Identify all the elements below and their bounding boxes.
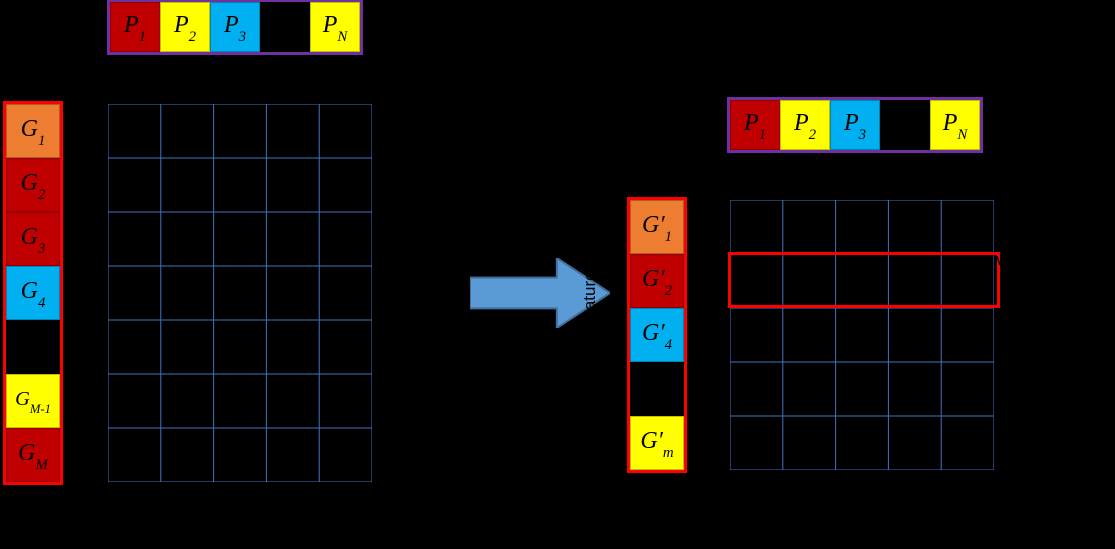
cell-label: G′m bbox=[640, 428, 673, 459]
cell-label: G′4 bbox=[642, 320, 672, 351]
gene-cell: G′1 bbox=[630, 200, 684, 254]
patient-cell: P3 bbox=[210, 2, 260, 52]
diagram-label: Patients bbox=[400, 27, 461, 47]
patient-cell: P1 bbox=[110, 2, 160, 52]
diagram-label: Patients bbox=[1010, 123, 1071, 143]
cell-label: P2 bbox=[174, 12, 196, 43]
left-matrix-title: E bbox=[230, 60, 250, 97]
gene-cell: G3 bbox=[6, 212, 60, 266]
patient-cell: P3 bbox=[830, 100, 880, 150]
cell-label: P1 bbox=[744, 110, 766, 141]
gene-cell: GM-1 bbox=[6, 374, 60, 428]
patient-cell: PN bbox=[310, 2, 360, 52]
cell-label: … bbox=[646, 376, 667, 403]
right-grid bbox=[730, 200, 994, 470]
cell-label: PN bbox=[323, 12, 348, 43]
gene-cell: G4 bbox=[6, 266, 60, 320]
patient-cell: P1 bbox=[730, 100, 780, 150]
patient-cell: … bbox=[260, 2, 310, 52]
patient-cell: … bbox=[880, 100, 930, 150]
cell-label: P2 bbox=[794, 110, 816, 141]
left-grid bbox=[108, 104, 372, 482]
matrix-title-text: E bbox=[230, 60, 250, 96]
cell-label: G′1 bbox=[642, 212, 672, 243]
cell-label: G3 bbox=[21, 224, 46, 255]
gene-cell: G′m bbox=[630, 416, 684, 470]
cell-label: G2 bbox=[21, 170, 46, 201]
cell-label: G1 bbox=[21, 116, 46, 147]
patient-cell: P2 bbox=[780, 100, 830, 150]
diagram-label: Feature gene list bbox=[580, 203, 600, 330]
cell-label: … bbox=[274, 14, 295, 41]
gene-cell: G1 bbox=[6, 104, 60, 158]
cell-label: GM-1 bbox=[15, 388, 51, 414]
cell-label: P1 bbox=[124, 12, 146, 43]
gene-cell: G′4 bbox=[630, 308, 684, 362]
cell-label: GM bbox=[18, 440, 48, 471]
diagram-label: for one gene bbox=[1004, 255, 1099, 275]
cell-label: P3 bbox=[224, 12, 246, 43]
right-matrix-title: EG′ bbox=[846, 158, 891, 201]
gene-cell: G2 bbox=[6, 158, 60, 212]
gene-cell: … bbox=[6, 320, 60, 374]
cell-label: P3 bbox=[844, 110, 866, 141]
cell-label: … bbox=[894, 112, 915, 139]
gene-cell: GM bbox=[6, 428, 60, 482]
cell-label: … bbox=[22, 334, 43, 361]
matrix-title-text: EG′ bbox=[846, 158, 891, 194]
diagram-label: Sub-expression matrix with feature genes bbox=[690, 500, 1040, 522]
patient-cell: PN bbox=[930, 100, 980, 150]
cell-label: G′2 bbox=[642, 266, 672, 297]
patient-cell: P2 bbox=[160, 2, 210, 52]
gene-cell: … bbox=[630, 362, 684, 416]
cell-label: PN bbox=[943, 110, 968, 141]
diagram-label: Gene expression matrix bbox=[150, 505, 361, 528]
cell-label: G4 bbox=[21, 278, 46, 309]
gene-cell: G′2 bbox=[630, 254, 684, 308]
expression-vector-highlight bbox=[728, 252, 1000, 308]
